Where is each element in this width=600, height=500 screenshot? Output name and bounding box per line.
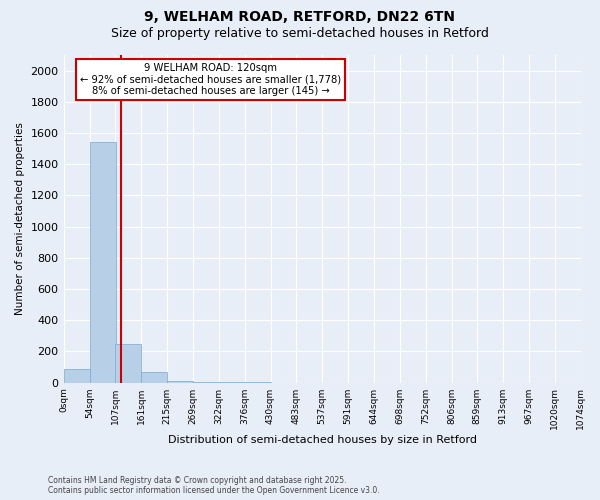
Text: 9, WELHAM ROAD, RETFORD, DN22 6TN: 9, WELHAM ROAD, RETFORD, DN22 6TN: [145, 10, 455, 24]
Bar: [64, 368, 89, 382]
Text: Size of property relative to semi-detached houses in Retford: Size of property relative to semi-detach…: [111, 28, 489, 40]
X-axis label: Distribution of semi-detached houses by size in Retford: Distribution of semi-detached houses by …: [167, 435, 476, 445]
Bar: [89, 142, 116, 382]
Text: Contains HM Land Registry data © Crown copyright and database right 2025.
Contai: Contains HM Land Registry data © Crown c…: [48, 476, 380, 495]
Text: 9 WELHAM ROAD: 120sqm
← 92% of semi-detached houses are smaller (1,778)
8% of se: 9 WELHAM ROAD: 120sqm ← 92% of semi-deta…: [80, 63, 341, 96]
Y-axis label: Number of semi-detached properties: Number of semi-detached properties: [15, 122, 25, 315]
Bar: [141, 372, 167, 382]
Bar: [115, 344, 141, 382]
